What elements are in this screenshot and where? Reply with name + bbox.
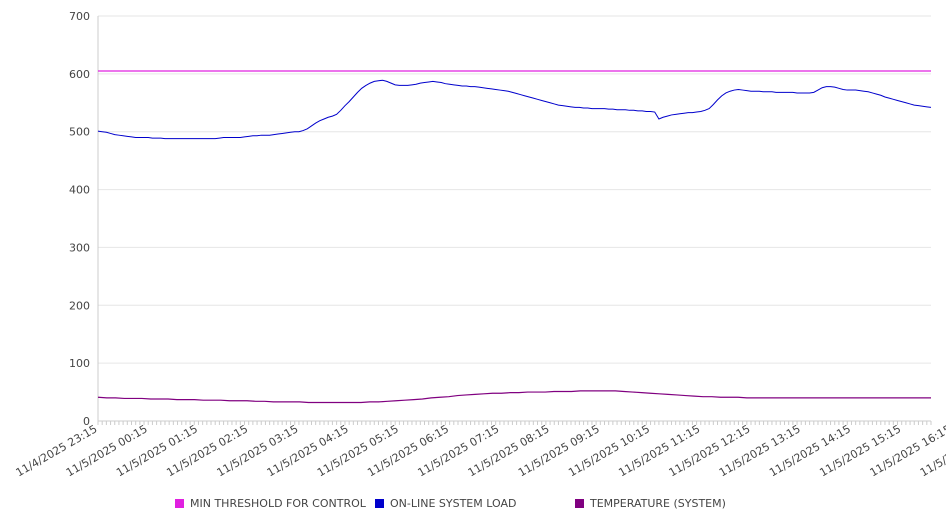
y-tick-label: 100 (69, 357, 90, 370)
legend-item-load[interactable]: ON-LINE SYSTEM LOAD (375, 497, 516, 510)
series-line-temperature (97, 390, 931, 404)
series-lines (97, 70, 932, 404)
legend-item-temperature[interactable]: TEMPERATURE (SYSTEM) (575, 497, 726, 510)
y-tick-label: 700 (69, 10, 90, 23)
legend-label-temperature: TEMPERATURE (SYSTEM) (590, 497, 726, 510)
series-line-load (97, 79, 932, 140)
legend-label-threshold: MIN THRESHOLD FOR CONTROL (190, 497, 366, 510)
y-tick-label: 200 (69, 299, 90, 312)
legend-swatch-temperature (575, 499, 584, 508)
legend-item-threshold[interactable]: MIN THRESHOLD FOR CONTROL (175, 497, 366, 510)
y-tick-label: 300 (69, 241, 90, 254)
legend-swatch-threshold (175, 499, 184, 508)
y-tick-label: 400 (69, 184, 90, 197)
legend-swatch-load (375, 499, 384, 508)
legend-label-load: ON-LINE SYSTEM LOAD (390, 497, 517, 510)
y-tick-label: 500 (69, 126, 90, 139)
grid-lines (98, 15, 931, 364)
y-tick-label: 600 (69, 68, 90, 81)
x-tick-label: 11/4/2025 23:15 (14, 422, 100, 479)
y-axis: 0 100 200 300 400 500 600 700 (69, 10, 99, 428)
legend: MIN THRESHOLD FOR CONTROL ON-LINE SYSTEM… (0, 497, 946, 515)
y-tick-label: 0 (83, 415, 90, 428)
